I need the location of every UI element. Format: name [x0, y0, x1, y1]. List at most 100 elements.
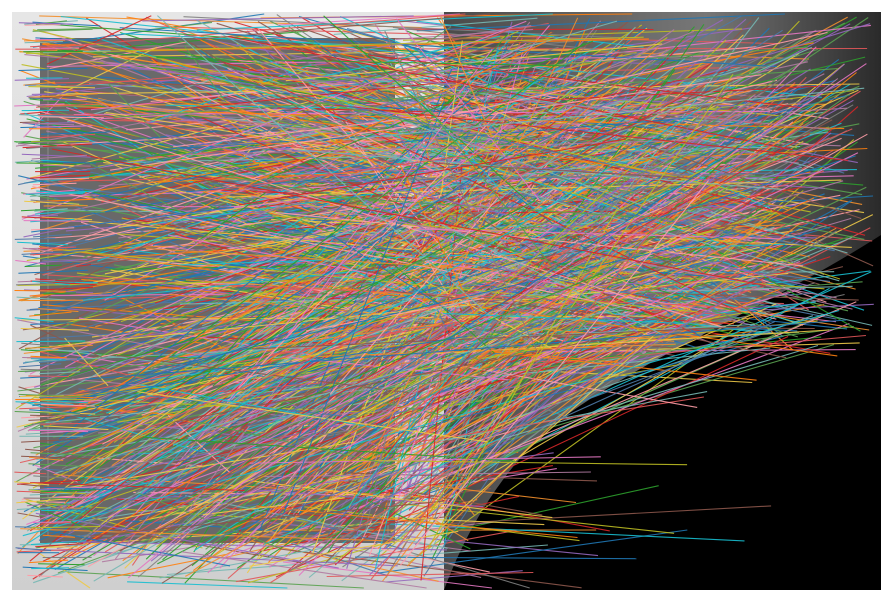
match-line: [118, 150, 594, 229]
match-line: [385, 570, 523, 583]
match-line: [28, 456, 64, 461]
match-line: [37, 114, 88, 117]
match-line: [279, 548, 582, 589]
match-line: [32, 28, 93, 32]
match-line: [127, 152, 642, 579]
match-line: [90, 500, 444, 537]
match-line: [40, 131, 110, 135]
match-line: [363, 238, 495, 354]
match-line: [397, 50, 524, 502]
match-line: [29, 482, 245, 492]
match-line: [232, 46, 808, 88]
match-line: [14, 411, 80, 415]
match-line: [15, 260, 47, 265]
match-line: [41, 399, 88, 404]
match-line: [24, 501, 94, 532]
match-line: [32, 335, 468, 407]
match-line: [161, 272, 227, 287]
match-line: [29, 491, 92, 496]
match-line: [86, 249, 561, 408]
match-line: [291, 542, 389, 577]
match-line: [69, 130, 751, 316]
match-line: [89, 163, 182, 213]
match-line: [17, 547, 398, 567]
match-line: [350, 395, 463, 420]
match-line: [24, 24, 61, 26]
match-line: [157, 15, 490, 316]
match-line: [14, 471, 47, 475]
match-line: [419, 213, 665, 337]
match-line: [275, 211, 803, 267]
match-line: [18, 299, 84, 302]
match-line: [40, 522, 71, 525]
match-line: [181, 551, 427, 589]
match-line: [360, 76, 407, 98]
match-line: [268, 148, 651, 508]
match-line: [326, 571, 534, 578]
match-line: [288, 230, 837, 572]
match-line: [421, 167, 574, 332]
match-line: [40, 47, 80, 49]
match-line: [29, 428, 92, 431]
match-line: [43, 425, 109, 430]
match-line: [142, 436, 515, 462]
match-line: [18, 269, 88, 274]
match-line: [413, 314, 491, 486]
match-line: [30, 324, 104, 359]
match-line: [119, 27, 777, 68]
match-line: [19, 405, 88, 410]
match-line: [81, 155, 856, 400]
match-line: [85, 319, 847, 380]
match-line: [174, 99, 865, 240]
match-line: [183, 26, 452, 207]
match-line: [127, 581, 288, 589]
match-line: [392, 230, 632, 251]
match-line: [94, 49, 640, 327]
match-line: [187, 40, 636, 313]
match-line: [171, 42, 585, 357]
match-line: [30, 358, 66, 361]
match-line: [37, 528, 231, 567]
match-line: [308, 132, 832, 542]
match-line: [192, 172, 729, 572]
match-line: [17, 319, 210, 358]
match-line: [39, 371, 80, 375]
match-line: [43, 292, 76, 295]
match-line: [266, 171, 718, 528]
match-line: [35, 512, 339, 569]
match-line: [416, 13, 785, 32]
match-line: [140, 384, 377, 429]
match-line: [417, 357, 698, 408]
match-line: [37, 28, 104, 31]
match-line: [23, 349, 59, 354]
match-line: [108, 83, 161, 138]
match-line: [436, 336, 654, 532]
match-line: [22, 122, 75, 126]
match-line: [82, 433, 179, 468]
match-line: [371, 546, 490, 573]
match-line: [25, 344, 93, 349]
match-line: [249, 456, 601, 464]
match-line: [126, 116, 469, 227]
match-line: [34, 208, 68, 212]
match-line: [16, 296, 66, 301]
match-line: [41, 429, 99, 434]
match-line: [199, 272, 603, 444]
match-line: [107, 152, 859, 518]
match-line: [23, 39, 66, 42]
match-line: [30, 199, 64, 204]
match-line: [377, 222, 801, 549]
match-line: [236, 287, 806, 456]
match-line: [298, 15, 612, 104]
match-line: [25, 192, 86, 195]
match-line: [267, 137, 741, 433]
match-line: [333, 17, 538, 35]
match-line: [112, 103, 647, 176]
match-line: [38, 286, 94, 291]
match-line: [20, 528, 384, 542]
match-line: [23, 220, 89, 222]
match-line: [194, 192, 266, 244]
match-line: [234, 322, 850, 555]
match-line: [49, 46, 158, 100]
